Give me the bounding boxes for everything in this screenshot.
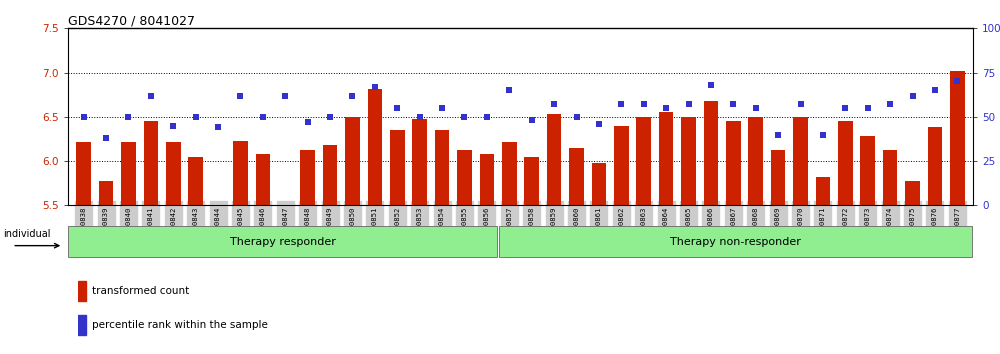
- Point: [188, 114, 204, 120]
- Bar: [412, 119, 427, 354]
- Bar: [883, 150, 897, 354]
- Point: [389, 105, 405, 111]
- Bar: [569, 148, 584, 354]
- Point: [636, 102, 652, 107]
- Point: [434, 105, 450, 111]
- FancyBboxPatch shape: [499, 227, 972, 257]
- Point: [165, 123, 181, 129]
- Bar: [838, 121, 853, 354]
- Bar: [748, 117, 763, 354]
- Point: [344, 93, 360, 98]
- Point: [658, 105, 674, 111]
- Point: [322, 114, 338, 120]
- Point: [255, 114, 271, 120]
- Text: Therapy non-responder: Therapy non-responder: [670, 236, 801, 247]
- Bar: [592, 163, 606, 354]
- Point: [815, 132, 831, 137]
- Point: [76, 114, 92, 120]
- Point: [501, 87, 517, 93]
- Bar: [144, 121, 158, 354]
- Point: [98, 135, 114, 141]
- Bar: [524, 156, 539, 354]
- Bar: [928, 127, 942, 354]
- Bar: [435, 130, 449, 354]
- Point: [860, 105, 876, 111]
- Bar: [457, 150, 472, 354]
- Point: [367, 84, 383, 90]
- Point: [770, 132, 786, 137]
- Point: [546, 102, 562, 107]
- Bar: [950, 71, 965, 354]
- Point: [456, 114, 472, 120]
- Bar: [99, 181, 113, 354]
- Point: [927, 87, 943, 93]
- Bar: [256, 154, 270, 354]
- Bar: [121, 142, 136, 354]
- Bar: [76, 142, 91, 354]
- Bar: [547, 114, 561, 354]
- Point: [681, 102, 697, 107]
- Point: [613, 102, 629, 107]
- Text: GDS4270 / 8041027: GDS4270 / 8041027: [68, 14, 195, 27]
- Bar: [614, 126, 629, 354]
- Bar: [771, 150, 785, 354]
- Point: [143, 93, 159, 98]
- Point: [837, 105, 853, 111]
- Point: [232, 93, 248, 98]
- FancyBboxPatch shape: [68, 227, 497, 257]
- Point: [882, 102, 898, 107]
- Point: [703, 82, 719, 88]
- Bar: [704, 101, 718, 354]
- Bar: [345, 117, 360, 354]
- Point: [479, 114, 495, 120]
- Bar: [233, 141, 248, 354]
- Bar: [659, 113, 673, 354]
- Bar: [502, 142, 517, 354]
- Point: [748, 105, 764, 111]
- Point: [949, 79, 965, 84]
- Bar: [480, 154, 494, 354]
- Bar: [368, 88, 382, 354]
- Bar: [860, 136, 875, 354]
- Bar: [681, 117, 696, 354]
- Point: [905, 93, 921, 98]
- Bar: [211, 205, 225, 354]
- Bar: [816, 177, 830, 354]
- Text: percentile rank within the sample: percentile rank within the sample: [92, 320, 267, 330]
- Bar: [188, 156, 203, 354]
- Text: transformed count: transformed count: [92, 286, 189, 296]
- Text: individual: individual: [3, 229, 50, 239]
- Point: [569, 114, 585, 120]
- Point: [793, 102, 809, 107]
- Bar: [278, 205, 293, 354]
- Bar: [166, 142, 181, 354]
- Point: [725, 102, 741, 107]
- Point: [210, 125, 226, 130]
- Point: [524, 118, 540, 123]
- Text: Therapy responder: Therapy responder: [230, 236, 336, 247]
- Bar: [78, 315, 86, 335]
- Bar: [323, 145, 337, 354]
- Bar: [793, 117, 808, 354]
- Bar: [300, 150, 315, 354]
- Point: [412, 114, 428, 120]
- Point: [300, 119, 316, 125]
- Bar: [78, 281, 86, 301]
- Bar: [905, 181, 920, 354]
- Bar: [390, 130, 405, 354]
- Point: [277, 93, 293, 98]
- Bar: [636, 117, 651, 354]
- Point: [591, 121, 607, 127]
- Point: [120, 114, 136, 120]
- Bar: [726, 121, 741, 354]
